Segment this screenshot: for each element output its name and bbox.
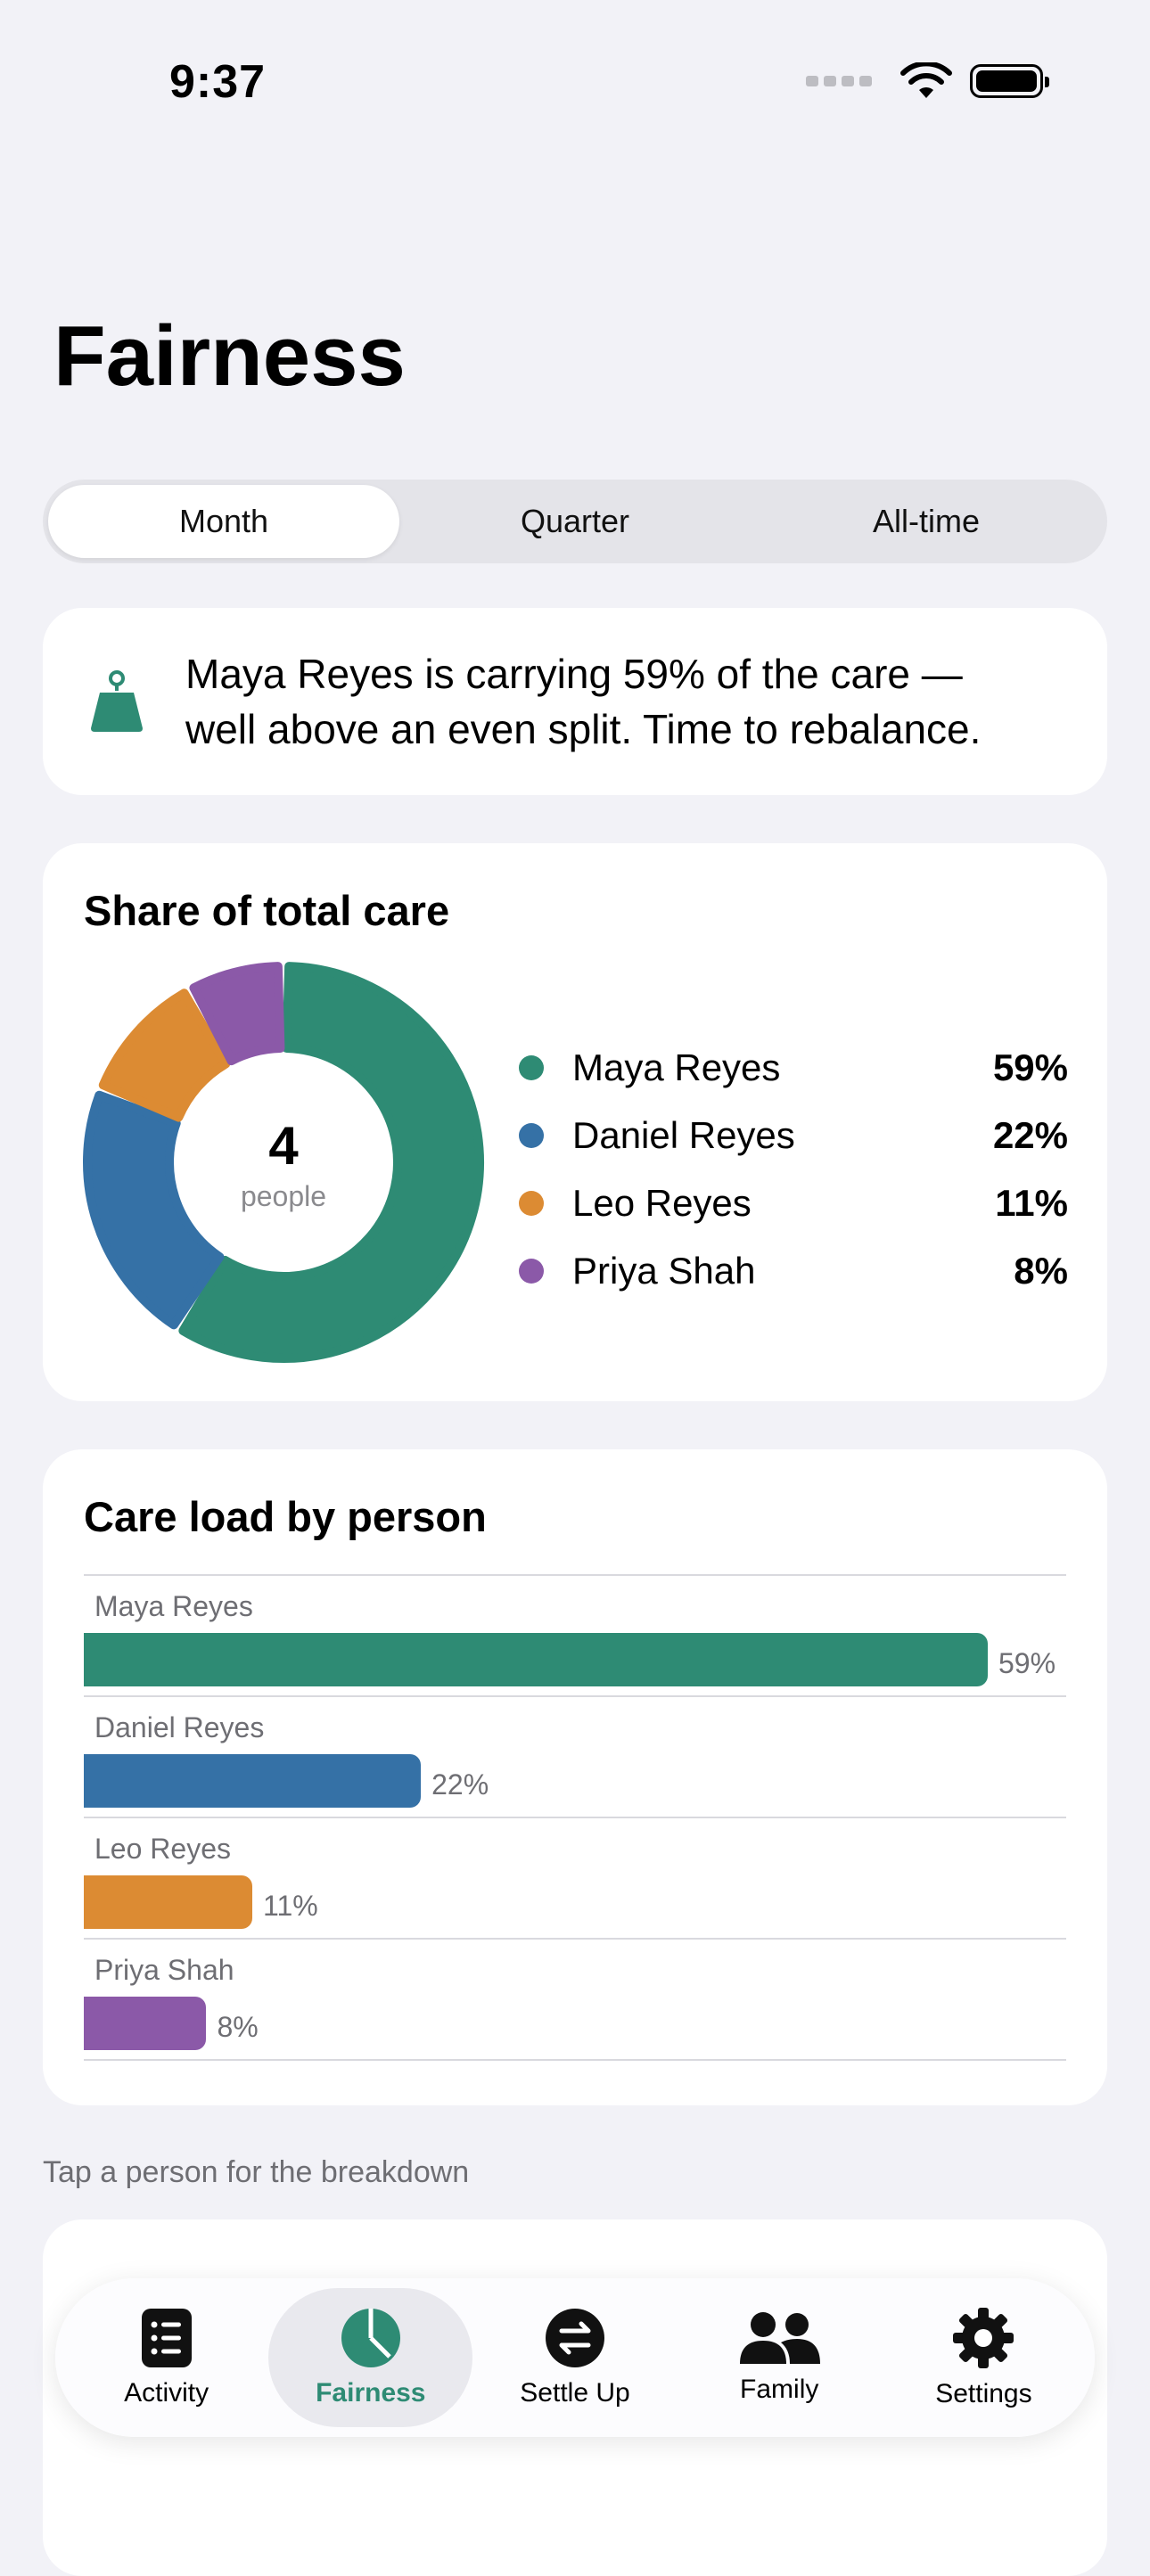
- tab-settle-up[interactable]: Settle Up: [472, 2288, 677, 2427]
- bar: [84, 1997, 207, 2050]
- cellular-signal-icon: [806, 76, 872, 86]
- share-card: Share of total care 4 people Maya Reyes …: [43, 843, 1107, 1401]
- insight-message: Maya Reyes is carrying 59% of the care —…: [185, 651, 982, 752]
- status-time: 9:37: [169, 56, 267, 108]
- legend-name: Maya Reyes: [572, 1046, 781, 1088]
- bar-label: Maya Reyes: [94, 1590, 253, 1622]
- bar: [84, 1875, 253, 1929]
- legend-item[interactable]: Priya Shah 8%: [519, 1237, 1109, 1305]
- legend-dot: [519, 1123, 544, 1148]
- tab-label: Activity: [124, 2378, 209, 2408]
- list-icon: [141, 2309, 192, 2367]
- bar-label: Priya Shah: [94, 1954, 234, 1986]
- share-donut-chart: [83, 962, 484, 1363]
- share-card-title: Share of total care: [84, 887, 450, 934]
- segment-quarter[interactable]: Quarter: [520, 503, 630, 539]
- bar-row[interactable]: Maya Reyes 59%: [84, 1576, 1066, 1697]
- legend-name: Priya Shah: [572, 1250, 756, 1292]
- legend-item[interactable]: Leo Reyes 11%: [519, 1169, 1109, 1237]
- tab-label: Settings: [935, 2379, 1032, 2408]
- bar-row[interactable]: Priya Shah 8%: [84, 1940, 1066, 2061]
- swap-arrows-icon: [546, 2309, 604, 2367]
- segment-month[interactable]: Month: [48, 485, 399, 558]
- legend-value: 59%: [992, 1046, 1068, 1088]
- wifi-icon: [900, 62, 952, 98]
- battery-icon: [970, 64, 1049, 98]
- status-indicators: [806, 62, 1049, 100]
- gear-icon: [953, 2308, 1014, 2368]
- donut-slice[interactable]: [178, 962, 484, 1363]
- scale-weight-icon: [91, 670, 143, 732]
- care-load-bar-chart: Maya Reyes 59% Daniel Reyes 22% Leo Reye…: [84, 1574, 1066, 2061]
- donut-slice[interactable]: [98, 989, 231, 1122]
- share-legend: Maya Reyes 59% Daniel Reyes 22% Leo Reye…: [519, 1034, 1109, 1305]
- legend-name: Daniel Reyes: [572, 1114, 795, 1156]
- period-segmented-control: Month Quarter All-time: [43, 480, 1107, 563]
- pie-chart-icon: [341, 2309, 400, 2367]
- tab-label: Family: [740, 2375, 819, 2404]
- tab-label: Settle Up: [520, 2378, 630, 2408]
- legend-value: 22%: [992, 1114, 1068, 1156]
- legend-name: Leo Reyes: [572, 1182, 752, 1224]
- people-icon: [740, 2312, 821, 2364]
- bar-value: 8%: [217, 2011, 259, 2043]
- care-load-card: Care load by person Maya Reyes 59% Danie…: [43, 1449, 1107, 2105]
- care-load-title: Care load by person: [84, 1493, 487, 1540]
- donut-center-count: 4: [268, 1116, 299, 1176]
- bar-row[interactable]: Leo Reyes 11%: [84, 1818, 1066, 1940]
- bar-value: 22%: [431, 1768, 489, 1801]
- insight-card: Maya Reyes is carrying 59% of the care —…: [43, 608, 1107, 795]
- legend-item[interactable]: Maya Reyes 59%: [519, 1034, 1109, 1102]
- tab-label: Fairness: [316, 2378, 426, 2408]
- legend-item[interactable]: Daniel Reyes 22%: [519, 1102, 1109, 1169]
- breakdown-hint: Tap a person for the breakdown: [43, 2155, 470, 2189]
- donut-slice[interactable]: [83, 1090, 225, 1330]
- tab-activity[interactable]: Activity: [64, 2288, 268, 2427]
- donut-center-label: people: [240, 1180, 327, 1212]
- bar-label: Leo Reyes: [94, 1833, 231, 1865]
- tab-family[interactable]: Family: [678, 2288, 882, 2427]
- legend-dot: [519, 1191, 544, 1216]
- bar: [84, 1754, 422, 1808]
- donut-slice[interactable]: [189, 962, 285, 1066]
- legend-value: 8%: [1014, 1250, 1068, 1292]
- legend-dot: [519, 1055, 544, 1080]
- bar-value: 59%: [998, 1647, 1056, 1679]
- tab-settings[interactable]: Settings: [882, 2288, 1086, 2427]
- bar: [84, 1633, 988, 1686]
- bar-row[interactable]: Daniel Reyes 22%: [84, 1697, 1066, 1818]
- segment-all-time[interactable]: All-time: [872, 503, 980, 539]
- bar-label: Daniel Reyes: [94, 1711, 265, 1743]
- page-title: Fairness: [53, 308, 406, 404]
- tab-bar: Activity Fairness Settle Up Family: [55, 2278, 1095, 2437]
- bar-value: 11%: [263, 1890, 318, 1922]
- tab-fairness[interactable]: Fairness: [268, 2288, 473, 2427]
- legend-dot: [519, 1259, 544, 1284]
- legend-value: 11%: [995, 1182, 1068, 1224]
